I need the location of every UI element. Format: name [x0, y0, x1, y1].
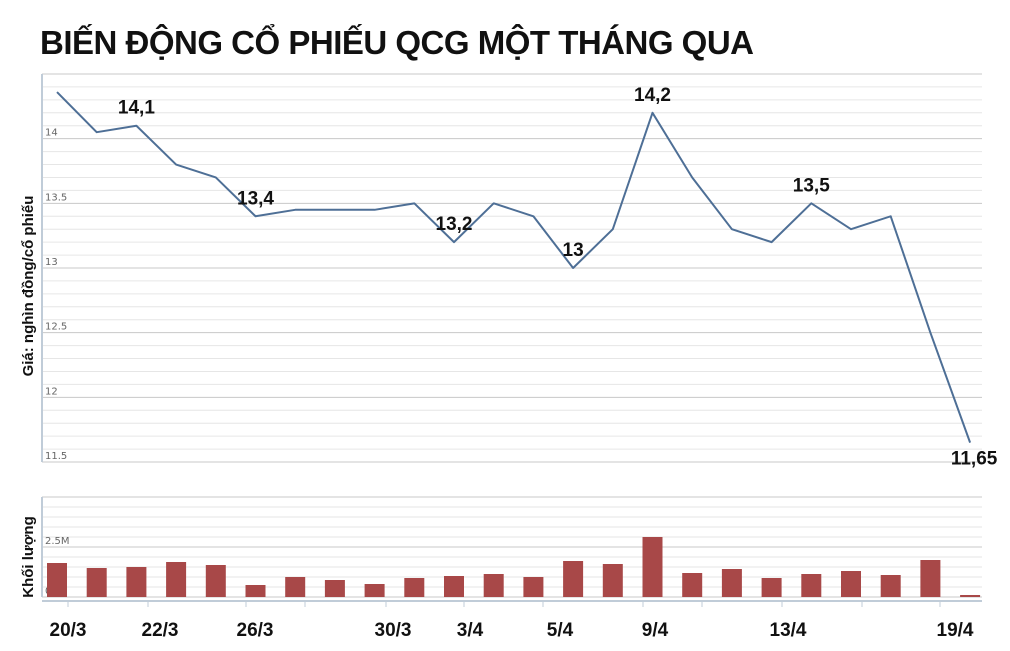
price-data-labels: 14,1 13,4 13,2 13 14,2 13,5 11,65 — [118, 85, 998, 470]
volume-tick-label: 2.5M — [45, 536, 70, 547]
x-tick-label: 26/3 — [237, 620, 274, 641]
price-axis-title: Giá: nghìn đồng/cổ phiếu — [20, 196, 37, 377]
volume-bar — [602, 564, 623, 597]
volume-bar — [47, 563, 67, 597]
volume-bar — [166, 562, 187, 597]
x-tick-label: 30/3 — [375, 620, 412, 641]
x-tick-label: 9/4 — [642, 620, 669, 641]
price-tick-label: 12.5 — [45, 322, 67, 333]
price-data-label: 13 — [563, 240, 584, 261]
volume-bar — [761, 578, 782, 597]
volume-grid — [41, 496, 982, 598]
price-tick-label: 14 — [45, 128, 58, 139]
x-tick-label: 13/4 — [770, 620, 807, 641]
volume-bar — [801, 574, 822, 597]
volume-bar — [642, 537, 663, 597]
price-data-label: 13,4 — [237, 188, 274, 209]
volume-bar — [523, 577, 544, 597]
chart-title: BIẾN ĐỘNG CỔ PHIẾU QCG MỘT THÁNG QUA — [40, 24, 754, 61]
price-tick-label: 13.5 — [45, 192, 67, 203]
volume-bar — [444, 576, 464, 597]
price-tick-label: 11.5 — [45, 451, 67, 462]
price-data-label: 13,2 — [436, 214, 473, 235]
x-axis: 20/3 22/3 26/3 30/3 3/4 5/4 9/4 13/4 19/4 — [42, 600, 982, 641]
x-tick-label: 19/4 — [937, 620, 974, 641]
volume-bar — [483, 574, 504, 597]
price-data-label: 14,1 — [118, 98, 155, 119]
volume-bar — [126, 567, 147, 597]
price-grid — [41, 73, 982, 463]
volume-bar — [205, 565, 226, 597]
volume-bar — [920, 560, 941, 597]
volume-bar — [682, 573, 703, 597]
volume-bar — [364, 584, 385, 597]
price-tick-label: 13 — [45, 257, 58, 268]
volume-bar — [404, 578, 425, 597]
price-data-label: 13,5 — [793, 175, 830, 196]
volume-bar — [960, 595, 981, 597]
price-line-series — [56, 91, 972, 443]
volume-bars — [47, 537, 981, 597]
price-line — [56, 91, 972, 443]
price-data-label: 11,65 — [951, 449, 998, 470]
x-tick-label: 20/3 — [50, 620, 87, 641]
volume-axis-title: Khối lượng — [20, 516, 37, 598]
x-tick-label: 5/4 — [547, 620, 574, 641]
volume-bar — [841, 571, 861, 597]
volume-bar — [86, 568, 107, 597]
price-y-axis: 11.5 12 12.5 13 13.5 14 — [45, 128, 67, 462]
volume-bar — [245, 585, 266, 597]
volume-bar — [880, 575, 901, 597]
volume-bar — [285, 577, 306, 597]
volume-bar — [721, 569, 742, 597]
volume-bar — [563, 561, 584, 597]
x-tick-label: 22/3 — [142, 620, 179, 641]
price-tick-label: 12 — [45, 386, 58, 397]
volume-bar — [324, 580, 345, 597]
price-data-label: 14,2 — [634, 85, 671, 106]
x-tick-label: 3/4 — [457, 620, 484, 641]
